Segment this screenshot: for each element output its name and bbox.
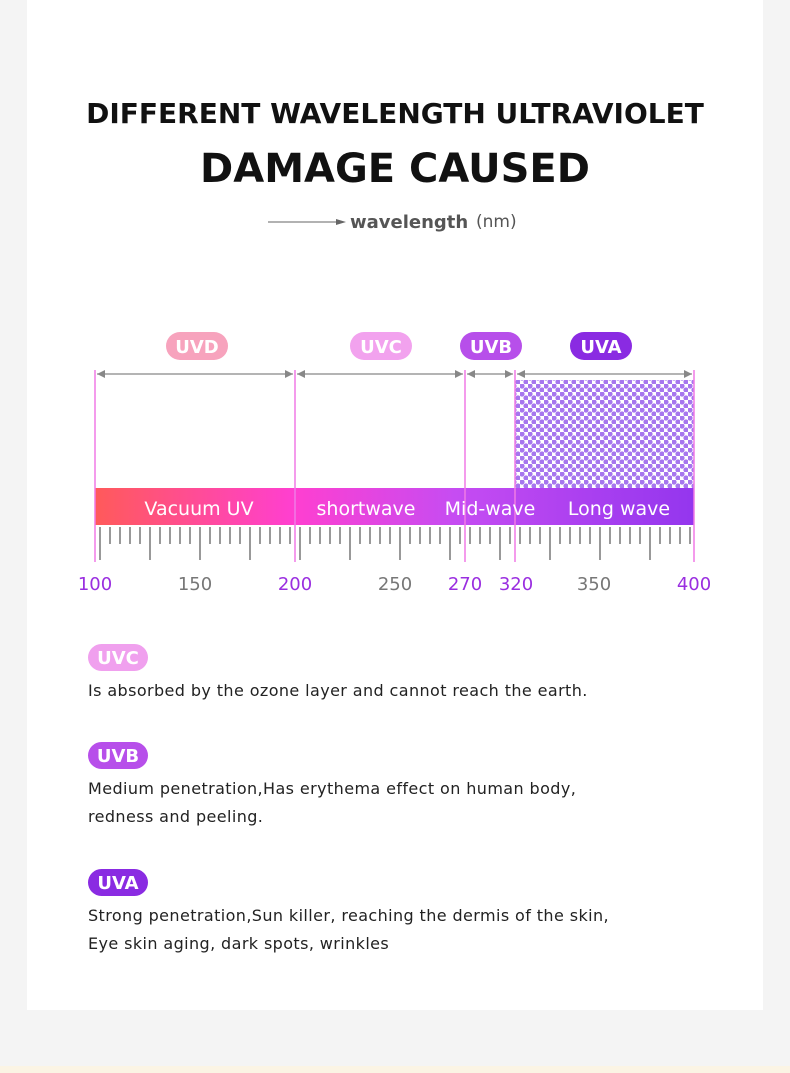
- band-name: shortwave: [317, 498, 416, 520]
- note-tag: [88, 644, 148, 671]
- scale-label: 320: [499, 574, 533, 595]
- scale-label: 100: [78, 574, 112, 595]
- scale-label: 250: [378, 574, 412, 595]
- band-tag: [166, 332, 228, 360]
- note-tag-label: UVB: [97, 746, 139, 767]
- note-text: Strong penetration,Sun killer, reaching …: [88, 906, 609, 925]
- note-tag: [88, 869, 148, 896]
- band-tag-label: UVB: [470, 337, 512, 358]
- band-name: Mid-wave: [445, 498, 536, 520]
- band-tag: [460, 332, 522, 360]
- note-tag-label: UVA: [97, 873, 138, 894]
- band-tag: [570, 332, 632, 360]
- note-text: Medium penetration,Has erythema effect o…: [88, 779, 576, 798]
- scale-label: 350: [577, 574, 611, 595]
- note-text: redness and peeling.: [88, 807, 263, 826]
- note-text: Is absorbed by the ozone layer and canno…: [88, 681, 588, 700]
- note-text: Eye skin aging, dark spots, wrinkles: [88, 934, 389, 953]
- scale-label: 200: [278, 574, 312, 595]
- band-name: Vacuum UV: [144, 498, 253, 520]
- title-line: DIFFERENT WAVELENGTH ULTRAVIOLET: [86, 97, 704, 130]
- arrowhead: [336, 219, 346, 225]
- title-line: DAMAGE CAUSED: [200, 146, 590, 192]
- note-tag: [88, 742, 148, 769]
- scale-label: 270: [448, 574, 482, 595]
- axis-label: wavelength: [350, 212, 468, 233]
- band-tag-label: UVD: [175, 337, 219, 358]
- axis-unit: (nm): [476, 212, 517, 232]
- footer-strip: [0, 1066, 790, 1073]
- band-tag-label: UVC: [360, 337, 402, 358]
- note-tag-label: UVC: [97, 648, 139, 669]
- spectrum-bar: [95, 488, 694, 525]
- scale-label: 150: [178, 574, 212, 595]
- scale-label: 400: [677, 574, 711, 595]
- hex-pattern: [515, 380, 694, 488]
- band-tag: [350, 332, 412, 360]
- band-name: Long wave: [568, 498, 670, 520]
- band-tag-label: UVA: [580, 337, 621, 358]
